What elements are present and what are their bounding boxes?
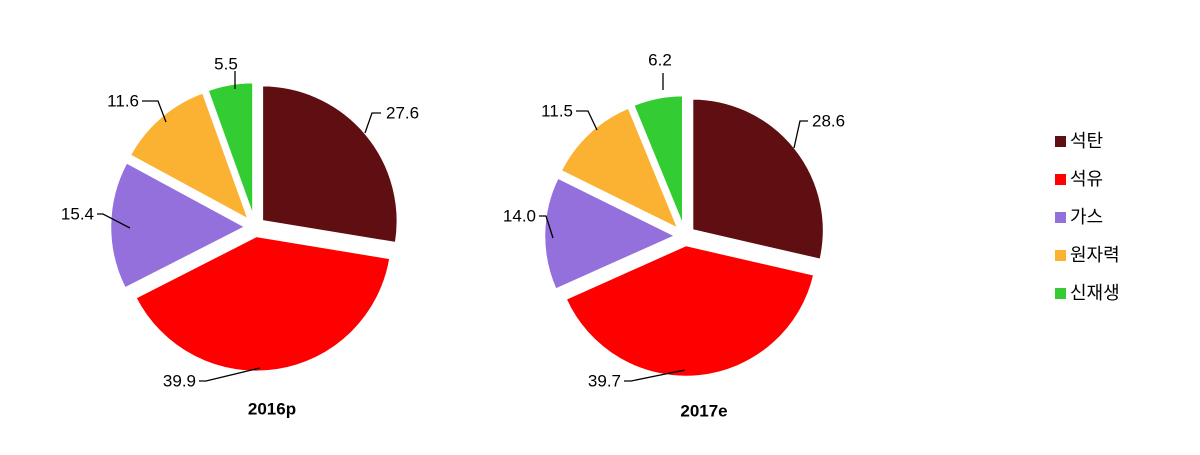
leader-line-2016p-0 bbox=[364, 112, 381, 134]
slice-2017e-2 bbox=[542, 176, 678, 292]
leader-line-2016p-2 bbox=[97, 213, 131, 229]
leader-line-2016p-3 bbox=[142, 100, 167, 123]
legend-swatch-0 bbox=[1055, 136, 1066, 147]
legend-label-4: 신재생 bbox=[1070, 283, 1120, 304]
slice-2017e-3 bbox=[559, 106, 681, 231]
legend-swatch-1 bbox=[1055, 174, 1066, 185]
data-label-2016p-0: 27.6 bbox=[386, 103, 419, 122]
leader-line-2017e-0 bbox=[793, 120, 808, 149]
leader-line-2016p-1 bbox=[199, 367, 261, 382]
pie-title-2017e: 2017e bbox=[680, 401, 727, 420]
pie-title-2016p: 2016p bbox=[248, 399, 296, 418]
legend-swatch-2 bbox=[1055, 212, 1066, 223]
slice-2017e-0 bbox=[690, 97, 826, 262]
legend-swatch-3 bbox=[1055, 250, 1066, 261]
slice-2016p-2 bbox=[108, 160, 248, 290]
data-label-2017e-1: 39.7 bbox=[588, 371, 621, 390]
data-label-2017e-0: 28.6 bbox=[812, 111, 845, 130]
legend-label-1: 석유 bbox=[1070, 169, 1103, 190]
slice-2017e-1 bbox=[564, 243, 816, 379]
pie-chart-2017: 28.6 39.7 14.0 11.5 6.2 2017e bbox=[503, 50, 845, 420]
legend-label-2: 가스 bbox=[1070, 207, 1103, 228]
legend-swatch-4 bbox=[1055, 288, 1066, 299]
slice-2016p-1 bbox=[133, 234, 392, 374]
slice-2017e-4 bbox=[631, 93, 685, 229]
data-label-2016p-2: 15.4 bbox=[61, 204, 94, 223]
data-label-2016p-1: 39.9 bbox=[163, 371, 196, 390]
legend-label-3: 원자력 bbox=[1070, 245, 1120, 266]
data-label-2017e-2: 14.0 bbox=[503, 206, 536, 225]
data-label-2017e-4: 6.2 bbox=[648, 50, 672, 69]
slice-2016p-3 bbox=[128, 90, 251, 222]
pie-chart-2016: 27.6 39.9 15.4 11.6 5.5 2016p bbox=[61, 54, 419, 418]
data-label-2016p-4: 5.5 bbox=[214, 54, 238, 73]
legend-label-0: 석탄 bbox=[1070, 131, 1103, 152]
data-label-2017e-3: 11.5 bbox=[541, 101, 573, 120]
slice-2016p-4 bbox=[206, 80, 255, 220]
leader-line-2017e-3 bbox=[576, 110, 598, 131]
slice-2016p-0 bbox=[260, 83, 400, 245]
leader-line-2017e-2 bbox=[539, 215, 554, 239]
leader-line-2017e-1 bbox=[624, 369, 686, 382]
data-label-2016p-3: 11.6 bbox=[107, 91, 139, 110]
